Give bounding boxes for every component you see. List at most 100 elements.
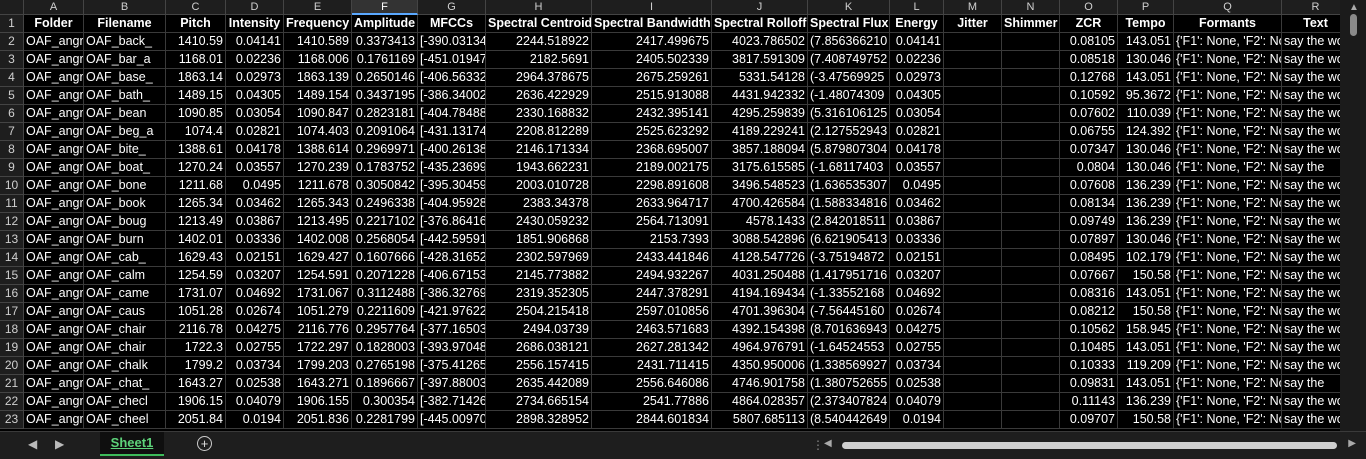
tab-separator-icon[interactable]: ⋮ xyxy=(812,438,824,452)
data-cell[interactable]: 0.08212 xyxy=(1060,303,1118,321)
data-cell[interactable]: 0.08316 xyxy=(1060,285,1118,303)
data-cell[interactable]: 2463.571683 xyxy=(592,321,712,339)
data-cell[interactable] xyxy=(944,141,1002,159)
data-cell[interactable]: 0.1607666 xyxy=(352,249,418,267)
data-cell[interactable]: {'F1': None, 'F2': Nor xyxy=(1174,69,1282,87)
data-cell[interactable] xyxy=(1002,339,1060,357)
data-cell[interactable]: 1211.68 xyxy=(166,177,226,195)
column-title-cell[interactable]: Pitch xyxy=(166,15,226,33)
data-cell[interactable]: 4431.942332 xyxy=(712,87,808,105)
row-header[interactable]: 20 xyxy=(0,357,24,375)
data-cell[interactable]: [-386.32769 xyxy=(418,285,486,303)
data-cell[interactable] xyxy=(944,249,1002,267)
data-cell[interactable] xyxy=(1002,231,1060,249)
data-cell[interactable]: 1643.27 xyxy=(166,375,226,393)
data-cell[interactable]: OAF_bath_ xyxy=(84,87,166,105)
data-cell[interactable]: [-397.88003 xyxy=(418,375,486,393)
data-cell[interactable]: OAF_angr xyxy=(24,213,84,231)
data-cell[interactable]: 136.239 xyxy=(1118,177,1174,195)
data-cell[interactable]: 1722.297 xyxy=(284,339,352,357)
data-cell[interactable]: {'F1': None, 'F2': Nor xyxy=(1174,285,1282,303)
data-cell[interactable]: 2447.378291 xyxy=(592,285,712,303)
data-cell[interactable]: 0.08495 xyxy=(1060,249,1118,267)
data-cell[interactable]: 1410.59 xyxy=(166,33,226,51)
column-title-cell[interactable]: ZCR xyxy=(1060,15,1118,33)
data-cell[interactable]: say the word xyxy=(1282,177,1340,195)
data-cell[interactable] xyxy=(1002,357,1060,375)
data-cell[interactable]: 119.209 xyxy=(1118,357,1174,375)
data-cell[interactable]: 0.08105 xyxy=(1060,33,1118,51)
data-cell[interactable]: [-393.97048 xyxy=(418,339,486,357)
data-cell[interactable]: [-395.30459 xyxy=(418,177,486,195)
data-cell[interactable]: 2368.695007 xyxy=(592,141,712,159)
data-cell[interactable]: 2116.78 xyxy=(166,321,226,339)
data-cell[interactable]: OAF_caus xyxy=(84,303,166,321)
data-cell[interactable]: OAF_burn xyxy=(84,231,166,249)
data-cell[interactable]: 0.02973 xyxy=(890,69,944,87)
data-cell[interactable] xyxy=(944,159,1002,177)
column-header-r[interactable]: R xyxy=(1282,0,1340,15)
data-cell[interactable]: 0.2765198 xyxy=(352,357,418,375)
data-cell[interactable]: 2432.395141 xyxy=(592,105,712,123)
data-cell[interactable]: OAF_bar_a xyxy=(84,51,166,69)
data-cell[interactable]: 5807.685113 xyxy=(712,411,808,429)
column-title-cell[interactable]: Spectral Flux xyxy=(808,15,890,33)
data-cell[interactable]: 0.0495 xyxy=(226,177,284,195)
data-cell[interactable]: say the word xyxy=(1282,87,1340,105)
data-cell[interactable]: 1731.067 xyxy=(284,285,352,303)
data-cell[interactable]: (1.338569927 xyxy=(808,357,890,375)
data-cell[interactable]: 2734.665154 xyxy=(486,393,592,411)
data-cell[interactable]: 1388.61 xyxy=(166,141,226,159)
data-cell[interactable]: say the word xyxy=(1282,195,1340,213)
row-header[interactable]: 10 xyxy=(0,177,24,195)
data-cell[interactable]: 136.239 xyxy=(1118,393,1174,411)
data-cell[interactable]: 143.051 xyxy=(1118,375,1174,393)
data-cell[interactable]: 0.03207 xyxy=(890,267,944,285)
data-cell[interactable]: 2116.776 xyxy=(284,321,352,339)
data-cell[interactable]: {'F1': None, 'F2': Nor xyxy=(1174,105,1282,123)
column-header-o[interactable]: O xyxy=(1060,0,1118,15)
data-cell[interactable]: 0.03734 xyxy=(226,357,284,375)
row-header[interactable]: 8 xyxy=(0,141,24,159)
data-cell[interactable]: 0.04079 xyxy=(226,393,284,411)
data-cell[interactable]: (1.636535307 xyxy=(808,177,890,195)
data-cell[interactable]: {'F1': None, 'F2': Nor xyxy=(1174,339,1282,357)
column-header-m[interactable]: M xyxy=(944,0,1002,15)
row-header[interactable]: 4 xyxy=(0,69,24,87)
column-header-a[interactable]: A xyxy=(24,0,84,15)
data-cell[interactable]: 2051.84 xyxy=(166,411,226,429)
data-cell[interactable]: 4189.229241 xyxy=(712,123,808,141)
column-title-cell[interactable]: Intensity xyxy=(226,15,284,33)
data-cell[interactable]: 0.12768 xyxy=(1060,69,1118,87)
data-cell[interactable]: 1629.43 xyxy=(166,249,226,267)
data-cell[interactable]: 0.2957764 xyxy=(352,321,418,339)
data-cell[interactable]: 2635.442089 xyxy=(486,375,592,393)
data-cell[interactable]: OAF_angr xyxy=(24,33,84,51)
data-cell[interactable]: 1168.006 xyxy=(284,51,352,69)
data-cell[interactable]: 0.09831 xyxy=(1060,375,1118,393)
data-cell[interactable]: say the word xyxy=(1282,123,1340,141)
data-cell[interactable]: 3175.615585 xyxy=(712,159,808,177)
data-cell[interactable]: OAF_angr xyxy=(24,69,84,87)
data-cell[interactable]: OAF_angr xyxy=(24,303,84,321)
data-cell[interactable]: 0.07602 xyxy=(1060,105,1118,123)
data-cell[interactable]: say the word xyxy=(1282,411,1340,429)
data-cell[interactable]: OAF_bone xyxy=(84,177,166,195)
data-cell[interactable]: 4700.426584 xyxy=(712,195,808,213)
data-cell[interactable] xyxy=(1002,177,1060,195)
data-cell[interactable]: say the word xyxy=(1282,357,1340,375)
data-cell[interactable]: OAF_angr xyxy=(24,177,84,195)
row-header[interactable]: 15 xyxy=(0,267,24,285)
data-cell[interactable]: 2189.002175 xyxy=(592,159,712,177)
data-cell[interactable]: 130.046 xyxy=(1118,51,1174,69)
data-cell[interactable]: 1410.589 xyxy=(284,33,352,51)
data-cell[interactable]: say the word xyxy=(1282,69,1340,87)
data-cell[interactable]: 0.08134 xyxy=(1060,195,1118,213)
data-cell[interactable]: (2.373407824 xyxy=(808,393,890,411)
data-cell[interactable]: 2319.352305 xyxy=(486,285,592,303)
data-cell[interactable] xyxy=(1002,375,1060,393)
data-cell[interactable]: 2844.601834 xyxy=(592,411,712,429)
data-cell[interactable]: OAF_angr xyxy=(24,141,84,159)
column-header-h[interactable]: H xyxy=(486,0,592,15)
